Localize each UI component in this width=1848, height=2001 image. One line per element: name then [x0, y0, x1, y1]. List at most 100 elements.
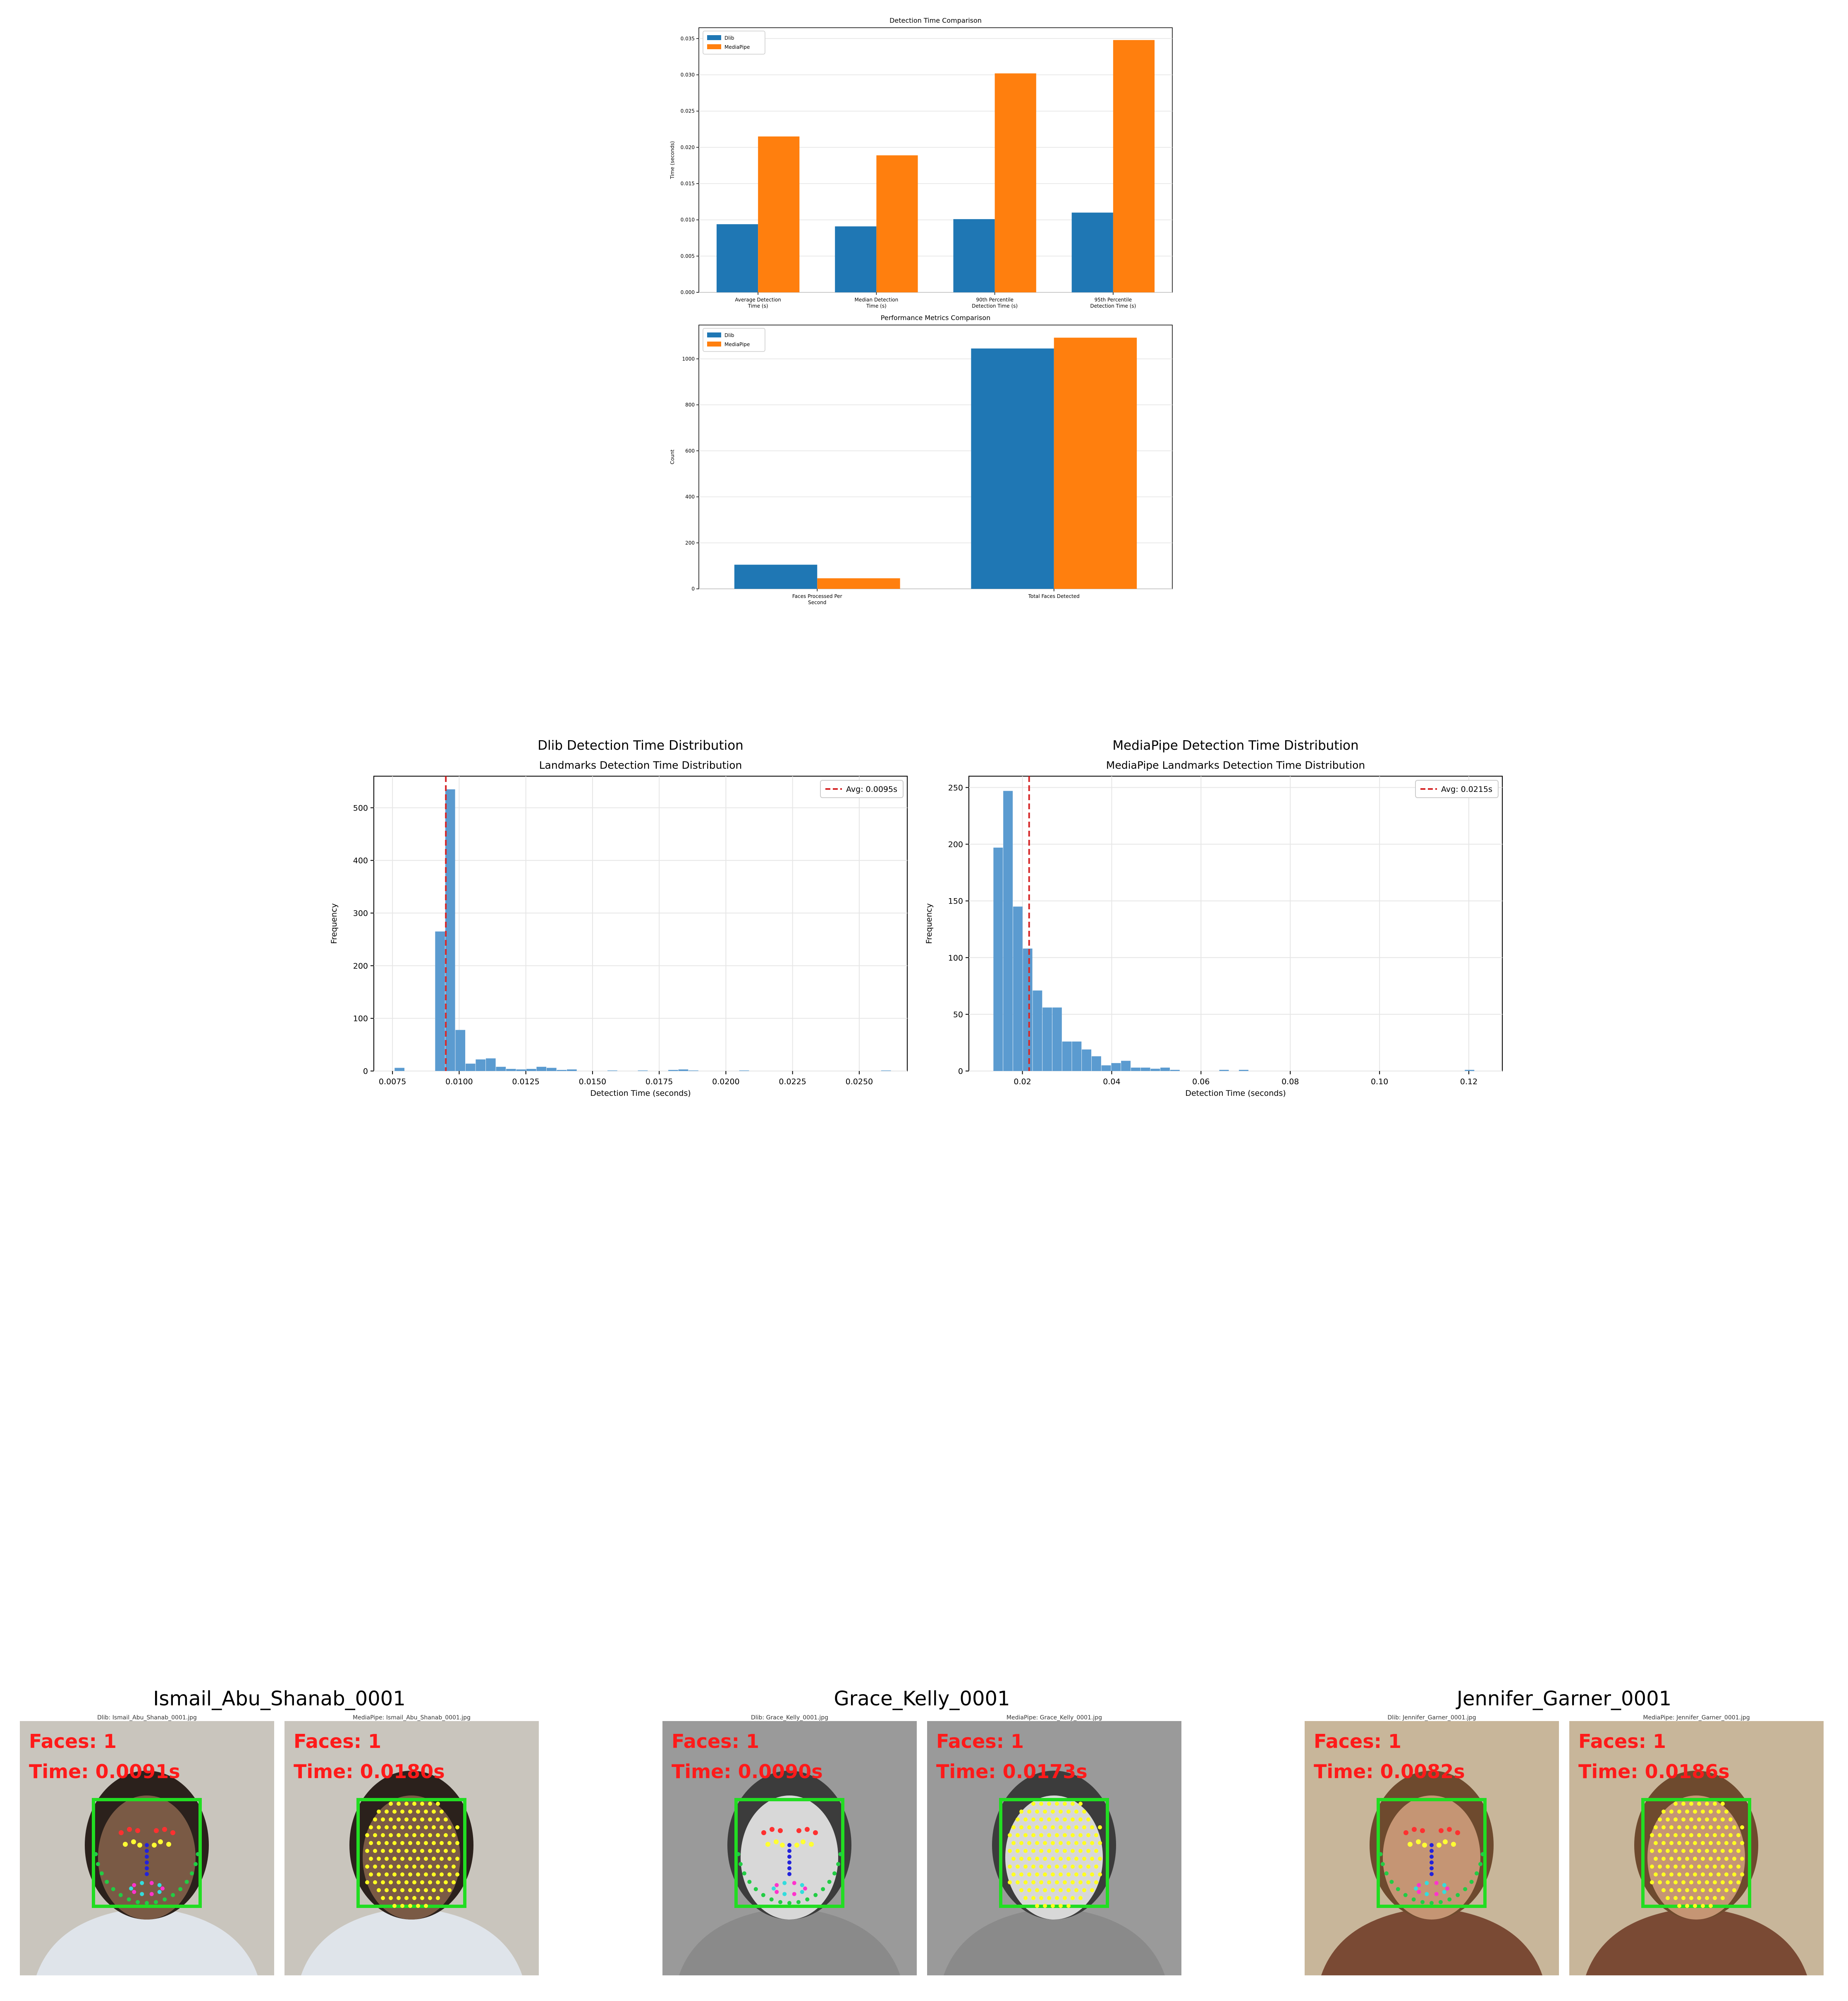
brow-landmark: [1439, 1828, 1444, 1833]
jaw-landmark: [827, 1879, 832, 1884]
mesh-point: [1023, 1849, 1028, 1853]
bar-mediapipe-0: [817, 578, 900, 589]
mesh-point: [1666, 1880, 1670, 1884]
mesh-point: [1043, 1872, 1047, 1877]
faces-count-label: Faces: 1: [1314, 1730, 1402, 1752]
mesh-point: [1086, 1817, 1090, 1822]
mesh-point: [1701, 1825, 1705, 1829]
jaw-landmark: [190, 1871, 194, 1876]
mesh-point: [1693, 1904, 1697, 1908]
mesh-point: [1685, 1857, 1689, 1861]
hist-bin-5: [435, 931, 445, 1071]
mesh-point: [1662, 1857, 1666, 1861]
mouth-landmark: [129, 1886, 133, 1891]
nose-landmark: [1430, 1860, 1434, 1865]
mesh-point: [452, 1865, 456, 1869]
mesh-point: [1650, 1880, 1654, 1884]
mesh-point: [428, 1833, 432, 1837]
mouth-landmark: [792, 1881, 796, 1885]
mediapipe-result-image: Faces: 1 Time: 0.0186s: [1569, 1721, 1824, 1975]
mesh-point: [392, 1825, 397, 1829]
y-axis-label: Count: [669, 449, 675, 464]
mesh-point: [412, 1865, 416, 1869]
mesh-point: [1098, 1825, 1102, 1829]
jaw-landmark: [136, 1900, 140, 1904]
nose-landmark: [145, 1855, 149, 1859]
mesh-point: [1732, 1857, 1736, 1861]
mesh-point: [1071, 1880, 1075, 1884]
legend-box: [820, 780, 904, 798]
mesh-point: [404, 1833, 409, 1837]
mesh-point: [400, 1888, 404, 1892]
mesh-point: [1011, 1872, 1016, 1877]
mesh-point: [412, 1833, 416, 1837]
y-tick-label: 50: [953, 1010, 963, 1019]
mesh-point: [1693, 1841, 1697, 1845]
mesh-point: [1047, 1865, 1051, 1869]
chart-title: Detection Time Comparison: [889, 17, 982, 24]
mesh-point: [444, 1849, 448, 1853]
hist-bin-2: [1013, 906, 1023, 1071]
mesh-point: [1709, 1857, 1713, 1861]
eye-landmark: [765, 1842, 770, 1847]
mesh-point: [416, 1841, 420, 1845]
nose-landmark: [1430, 1872, 1434, 1876]
mesh-point: [424, 1810, 428, 1814]
jaw-landmark: [1378, 1852, 1383, 1856]
jaw-landmark: [1478, 1862, 1483, 1866]
mesh-point: [1094, 1880, 1098, 1884]
mesh-point: [1701, 1904, 1705, 1908]
mouth-landmark: [149, 1892, 154, 1896]
mouth-landmark: [157, 1883, 162, 1887]
jaw-landmark: [163, 1897, 167, 1902]
y-tick-label: 250: [948, 783, 963, 792]
mouth-landmark: [140, 1892, 144, 1896]
mesh-point: [1063, 1865, 1067, 1869]
mesh-point: [1074, 1888, 1078, 1892]
mesh-point: [1066, 1810, 1071, 1814]
mesh-point: [392, 1810, 397, 1814]
mesh-point: [447, 1872, 452, 1877]
hist-bin-13: [516, 1069, 526, 1071]
jaw-landmark: [184, 1879, 189, 1884]
mesh-point: [452, 1849, 456, 1853]
legend-label-dlib: Dlib: [724, 35, 734, 41]
mesh-point: [1681, 1802, 1685, 1806]
mesh-point: [1008, 1865, 1012, 1869]
mediapipe-caption: MediaPipe: Ismail_Abu_Shanab_0001.jpg: [353, 1714, 471, 1721]
mesh-point: [385, 1841, 389, 1845]
hist-bin-16: [1150, 1069, 1160, 1071]
mesh-point: [424, 1872, 428, 1877]
mouth-landmark: [782, 1892, 787, 1896]
hist-bin-10: [485, 1058, 496, 1071]
y-tick-label: 200: [353, 961, 368, 971]
hist-bin-6: [445, 789, 455, 1071]
photo-body: [1586, 1907, 1807, 1975]
mesh-point: [1059, 1888, 1063, 1892]
bar-dlib-0: [716, 224, 758, 292]
mesh-point: [1673, 1817, 1678, 1822]
mesh-point: [389, 1865, 393, 1869]
legend: Dlib MediaPipe: [703, 328, 765, 352]
mesh-point: [1071, 1865, 1075, 1869]
detection-box: [734, 1798, 844, 1908]
hist-bin-8: [1072, 1041, 1082, 1071]
mesh-point: [1732, 1825, 1736, 1829]
mesh-point: [1736, 1880, 1740, 1884]
mesh-point: [1709, 1888, 1713, 1892]
hist-bin-7: [455, 1030, 466, 1071]
chart-dlib-histogram: 0 100 200 300 400 500 0.0075 0.0100 0.0125 0.0150…: [330, 738, 908, 1098]
x-tick-label: 0.0250: [846, 1077, 873, 1086]
mesh-point: [1071, 1849, 1075, 1853]
mesh-point: [392, 1857, 397, 1861]
mesh-point: [373, 1880, 377, 1884]
y-tick-label: 0.015: [681, 181, 695, 186]
mouth-landmark: [157, 1890, 162, 1894]
mesh-point: [1701, 1857, 1705, 1861]
mesh-point: [420, 1896, 424, 1900]
mesh-point: [1035, 1904, 1039, 1908]
mesh-point: [377, 1810, 381, 1814]
jaw-landmark: [153, 1900, 158, 1904]
mesh-point: [1082, 1810, 1086, 1814]
mesh-point: [1681, 1817, 1685, 1822]
